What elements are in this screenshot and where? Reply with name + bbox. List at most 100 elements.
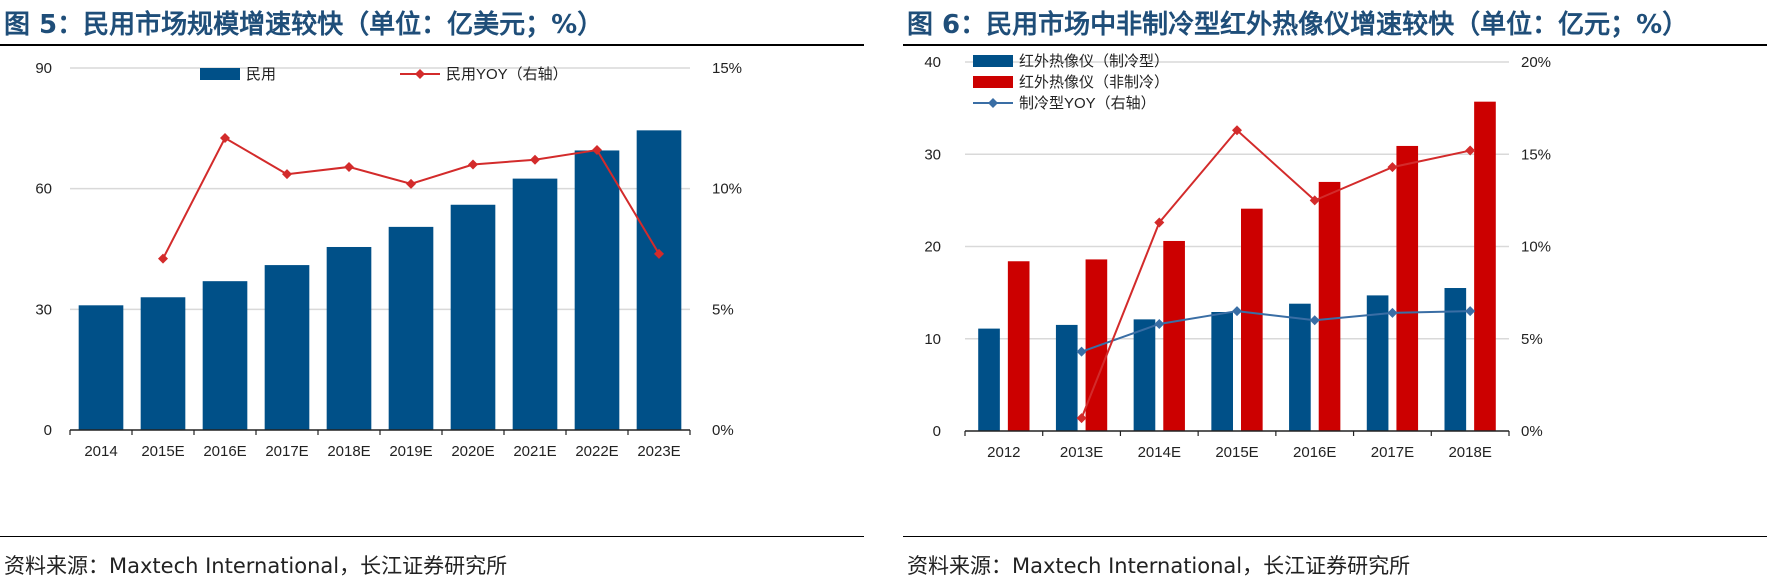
legend-label: 红外热像仪（非制冷） <box>1019 74 1169 91</box>
data-point <box>1076 413 1087 424</box>
y-left-tick-label: 30 <box>35 301 52 318</box>
y-left-tick-label: 0 <box>933 423 941 440</box>
x-tick-label: 2018E <box>327 443 370 460</box>
legend-swatch <box>200 68 240 80</box>
legend-swatch <box>973 76 1013 88</box>
figure-5-footer-rule <box>0 536 864 537</box>
bar <box>202 281 248 430</box>
data-point <box>654 248 664 259</box>
data-point <box>158 253 168 264</box>
data-point <box>1387 162 1398 173</box>
x-tick-label: 2015E <box>141 443 184 460</box>
legend-marker <box>988 98 998 108</box>
figure-6-title-rule <box>903 44 1767 46</box>
x-tick-label: 2014 <box>84 443 117 460</box>
legend-label: 民用YOY（右轴） <box>446 66 568 83</box>
figure-6-source: 资料来源：Maxtech International，长江证券研究所 <box>907 554 1411 578</box>
x-tick-label: 2016E <box>1293 444 1336 461</box>
bar <box>78 305 124 430</box>
series-line <box>1080 128 1471 419</box>
figure-5-title: 图 5：民用市场规模增速较快（单位：亿美元；%） <box>4 10 604 40</box>
x-tick-label: 2013E <box>1060 444 1103 461</box>
x-tick-label: 2016E <box>203 443 246 460</box>
legend-swatch <box>973 55 1013 67</box>
data-point <box>282 169 292 180</box>
y-left-tick-label: 60 <box>35 181 52 198</box>
bar <box>264 265 310 430</box>
y-left-tick-label: 10 <box>924 331 941 348</box>
figure-6-footer-rule <box>903 536 1767 537</box>
bar <box>1055 324 1078 431</box>
y-right-tick-label: 15% <box>712 60 742 77</box>
figure-5-title-rule <box>0 44 864 46</box>
x-tick-label: 2018E <box>1448 444 1491 461</box>
y-right-tick-label: 10% <box>1521 239 1551 256</box>
x-tick-label: 2017E <box>1371 444 1414 461</box>
data-point <box>1309 315 1320 326</box>
figure-5-source: 资料来源：Maxtech International，长江证券研究所 <box>4 554 508 578</box>
bar <box>636 130 682 430</box>
data-point <box>220 132 230 143</box>
x-tick-label: 2022E <box>575 443 618 460</box>
y-left-tick-label: 0 <box>44 422 52 439</box>
data-point <box>1154 217 1165 228</box>
series-line <box>1081 310 1471 353</box>
bar <box>1085 259 1108 431</box>
bar <box>388 226 434 430</box>
figure-6-chart: 0 10 20 30 40 0% 5% 10% 15% 20% 2012 2013E 2014E 2015… <box>924 53 1551 461</box>
bar <box>450 204 496 430</box>
figure-6-title: 图 6：民用市场中非制冷型红外热像仪增速较快（单位：亿元；%） <box>907 10 1689 40</box>
y-left-tick-label: 30 <box>924 146 941 163</box>
x-tick-label: 2012 <box>987 444 1020 461</box>
x-tick-label: 2021E <box>513 443 556 460</box>
bar <box>1318 181 1341 431</box>
x-tick-label: 2017E <box>265 443 308 460</box>
y-right-tick-label: 5% <box>712 301 734 318</box>
bar <box>1366 295 1389 431</box>
x-tick-label: 2020E <box>451 443 494 460</box>
y-right-tick-label: 10% <box>712 181 742 198</box>
y-right-tick-label: 20% <box>1521 54 1551 71</box>
bar <box>1444 288 1467 431</box>
x-tick-label: 2019E <box>389 443 432 460</box>
data-point <box>1232 306 1242 317</box>
data-point <box>1232 125 1242 136</box>
y-right-tick-label: 15% <box>1521 146 1551 163</box>
legend-label: 红外热像仪（制冷型） <box>1019 53 1169 70</box>
data-point <box>344 161 354 172</box>
bar <box>1396 145 1419 431</box>
y-right-tick-label: 0% <box>712 422 734 439</box>
figure-5-chart: 0 30 60 90 0% 5% 10% 15% 2014 2015E 2016E 2017E 2018… <box>35 60 742 460</box>
data-point <box>1387 307 1398 318</box>
y-right-tick-label: 5% <box>1521 331 1543 348</box>
bar <box>512 178 558 430</box>
x-tick-label: 2023E <box>637 443 680 460</box>
legend-marker <box>415 69 425 79</box>
data-point <box>530 154 540 165</box>
bar <box>1241 208 1263 431</box>
data-point <box>1309 195 1320 206</box>
data-point <box>1154 318 1165 329</box>
y-left-tick-label: 40 <box>924 54 941 71</box>
figure-6-panel: 图 6：民用市场中非制冷型红外热像仪增速较快（单位：亿元；%） 0 10 20 30 4… <box>903 0 1771 587</box>
data-point <box>1076 346 1087 357</box>
data-point <box>1465 306 1476 317</box>
y-left-tick-label: 90 <box>35 60 52 77</box>
y-left-tick-label: 20 <box>924 239 941 256</box>
bar <box>574 150 620 430</box>
bar <box>326 246 372 430</box>
bar <box>140 297 186 430</box>
bar <box>1289 303 1311 431</box>
data-point <box>468 159 478 170</box>
data-point <box>1465 145 1476 156</box>
bar <box>1163 240 1185 431</box>
x-tick-label: 2014E <box>1138 444 1181 461</box>
x-tick-label: 2015E <box>1215 444 1258 461</box>
figure-5-panel: 图 5：民用市场规模增速较快（单位：亿美元；%） 0 30 60 90 0% 5% 10% 1… <box>0 0 868 587</box>
legend-label: 民用 <box>246 66 276 83</box>
y-right-tick-label: 0% <box>1521 423 1543 440</box>
legend-label: 制冷型YOY（右轴） <box>1019 95 1156 112</box>
bar <box>1211 311 1233 431</box>
bar <box>1133 319 1156 431</box>
bar <box>978 328 1000 431</box>
